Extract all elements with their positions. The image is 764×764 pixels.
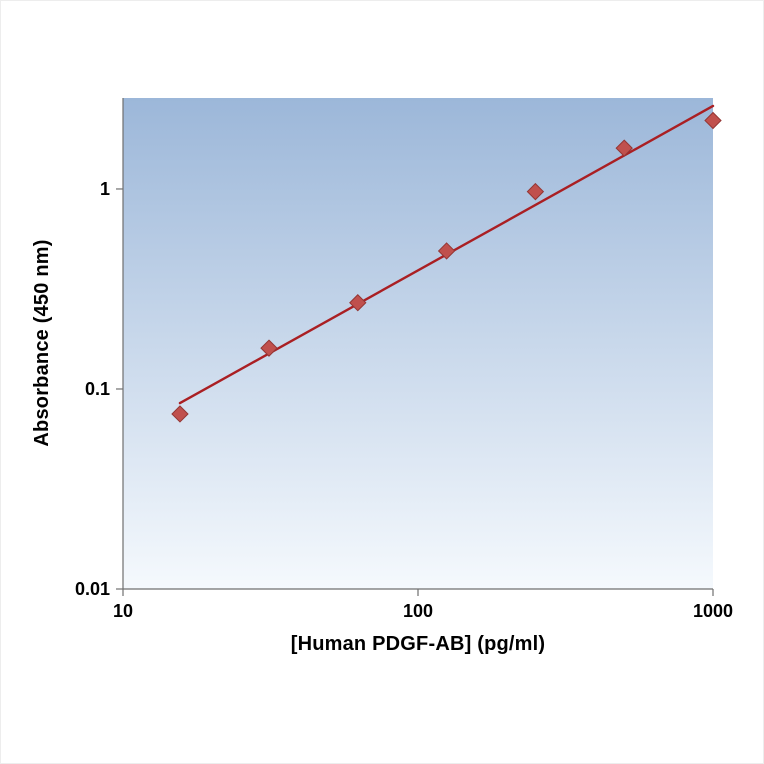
y-axis-title: Absorbance (450 nm) [31, 239, 53, 447]
y-tick-label: 0.1 [85, 379, 110, 399]
y-tick-label: 1 [100, 179, 110, 199]
data-point-marker [437, 242, 456, 260]
y-tick-label: 0.01 [75, 579, 110, 599]
axes [116, 98, 714, 596]
data-point-marker [704, 111, 722, 130]
data-point-marker [526, 182, 545, 201]
tick-labels: 10 100 1000 0.01 0.1 1 [75, 179, 733, 621]
x-axis-title: [Human PDGF-AB] (pg/ml) [290, 633, 546, 655]
x-tick-label: 10 [113, 601, 133, 621]
plot-area [123, 98, 715, 589]
data-point-marker [260, 339, 278, 357]
data-point-marker [171, 405, 189, 423]
x-tick-label: 1000 [693, 601, 733, 621]
x-tick-label: 100 [403, 601, 433, 621]
data-point-marker [349, 294, 367, 312]
data-point-marker [615, 139, 633, 157]
data-points [171, 111, 722, 423]
